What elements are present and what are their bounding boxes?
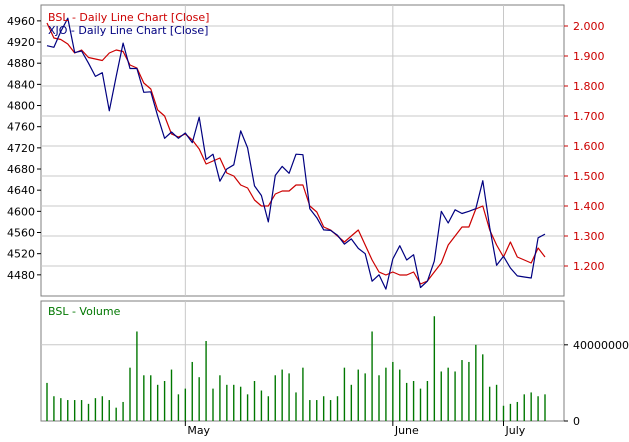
left-axis: 4960 4920 4880 4840 4800 4760 4720 4680 4640 4600… — [7, 15, 41, 282]
right-tick-label: 1.900 — [573, 50, 605, 63]
left-tick-label: 4920 — [7, 36, 35, 49]
left-tick-label: 4560 — [7, 227, 35, 240]
right-tick-label: 1.400 — [573, 200, 605, 213]
right-tick-label: 1.200 — [573, 260, 605, 273]
bsl-line — [46, 22, 546, 285]
legend-bsl: BSL - Daily Line Chart [Close] — [48, 11, 209, 24]
left-tick-label: 4760 — [7, 121, 35, 134]
right-tick-label: 1.500 — [573, 170, 605, 183]
price-grid — [41, 5, 564, 296]
left-tick-label: 4880 — [7, 57, 35, 70]
left-tick-label: 4960 — [7, 15, 35, 28]
left-tick-label: 4720 — [7, 142, 35, 155]
legend-volume: BSL - Volume — [48, 305, 121, 318]
left-tick-label: 4480 — [7, 269, 35, 282]
left-tick-label: 4840 — [7, 78, 35, 91]
x-axis: May June July — [184, 421, 526, 437]
left-tick-label: 4600 — [7, 205, 35, 218]
volume-axis: 40000000 0 — [564, 339, 629, 428]
x-tick-label: June — [394, 424, 419, 437]
volume-bars — [46, 316, 546, 421]
legend-xjo: XJO - Daily Line Chart [Close] — [48, 24, 208, 37]
right-tick-label: 1.600 — [573, 140, 605, 153]
price-panel-frame — [40, 4, 565, 297]
x-tick-label: July — [505, 424, 526, 437]
right-tick-label: 1.300 — [573, 230, 605, 243]
left-tick-label: 4680 — [7, 163, 35, 176]
left-tick-label: 4520 — [7, 248, 35, 261]
right-tick-label: 1.700 — [573, 110, 605, 123]
right-axis: 2.000 1.900 1.800 1.700 1.600 1.500 1.400 1.300… — [564, 20, 605, 273]
xjo-line — [46, 17, 546, 290]
right-tick-label: 1.800 — [573, 80, 605, 93]
volume-tick-label: 0 — [573, 415, 580, 428]
price-lines — [46, 17, 546, 290]
left-tick-label: 4800 — [7, 100, 35, 113]
left-tick-label: 4640 — [7, 184, 35, 197]
volume-tick-label: 40000000 — [573, 339, 629, 352]
x-tick-label: May — [187, 424, 210, 437]
right-tick-label: 2.000 — [573, 20, 605, 33]
